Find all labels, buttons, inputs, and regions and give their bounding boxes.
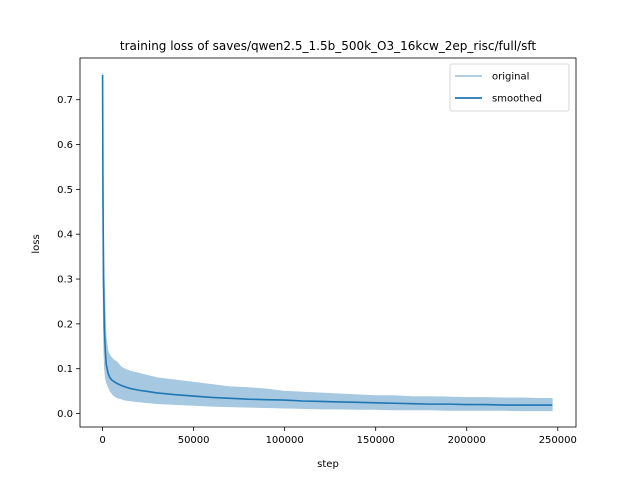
- y-axis-label: loss: [31, 234, 42, 253]
- x-tick-label: 200000: [448, 435, 486, 446]
- y-tick-label: 0.1: [57, 364, 73, 375]
- legend: original smoothed: [449, 63, 570, 112]
- axes-frame: [79, 57, 577, 428]
- legend-label-original: original: [492, 72, 529, 83]
- y-tick-label: 0.4: [57, 230, 73, 241]
- x-tick-label: 150000: [357, 435, 395, 446]
- y-tick-label: 0.3: [57, 275, 73, 286]
- x-tick-label: 250000: [539, 435, 577, 446]
- y-tick-label: 0.5: [57, 185, 73, 196]
- chart-title: training loss of saves/qwen2.5_1.5b_500k…: [120, 39, 536, 53]
- y-tick-label: 0.7: [57, 95, 73, 106]
- x-tick-label: 50000: [178, 435, 210, 446]
- x-tick-label: 100000: [266, 435, 304, 446]
- y-tick-label: 0.6: [57, 140, 73, 151]
- plot-area: [101, 72, 553, 412]
- x-axis-label: step: [317, 459, 339, 470]
- series-smoothed-line: [101, 75, 553, 406]
- y-tick-label: 0.0: [57, 409, 73, 420]
- legend-label-smoothed: smoothed: [492, 94, 542, 105]
- axes: 0 50000 100000 150000 200000 250000 0.0 0.1 0.2 0…: [57, 57, 577, 446]
- series-original-line: [102, 72, 553, 412]
- x-tick-label: 0: [99, 435, 105, 446]
- y-tick-label: 0.2: [57, 319, 73, 330]
